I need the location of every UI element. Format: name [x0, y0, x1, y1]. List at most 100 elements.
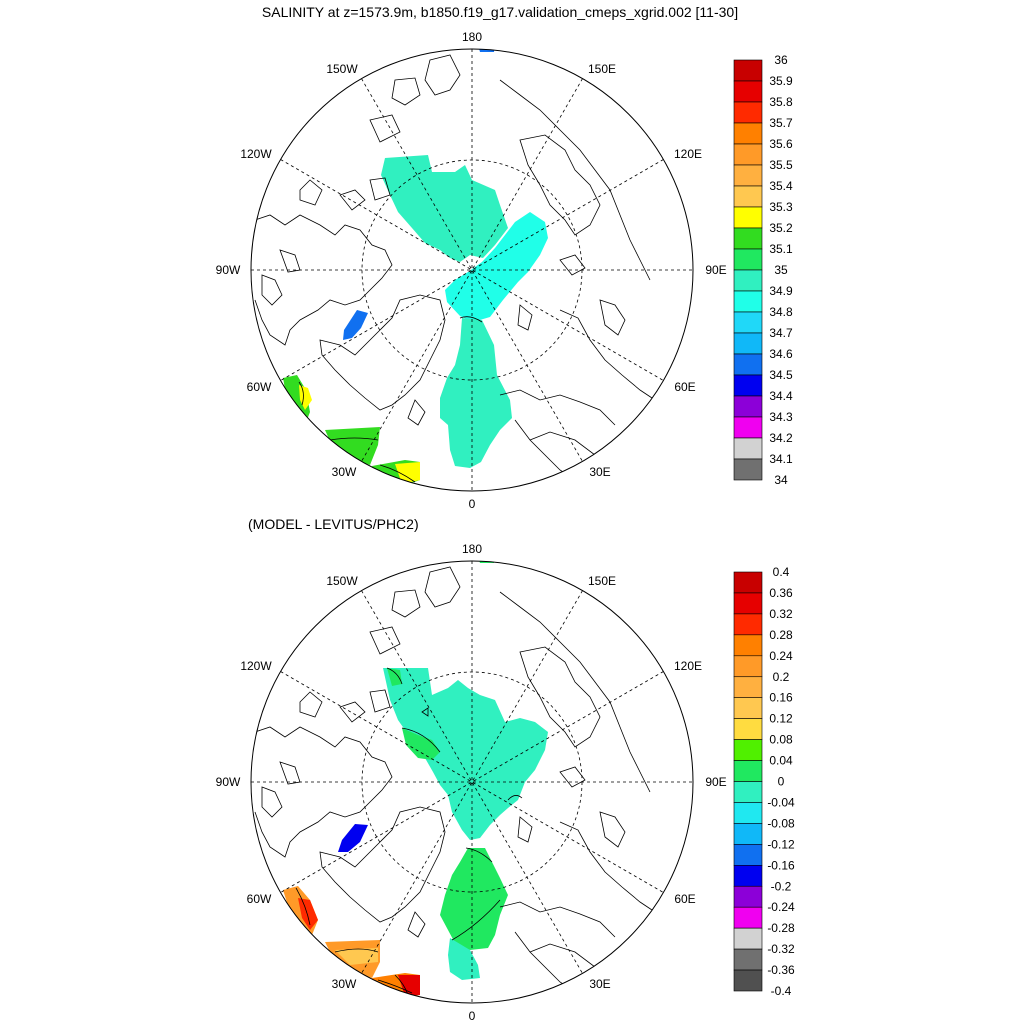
colorbar-swatch	[733, 437, 763, 460]
colorbar-swatch	[733, 697, 763, 719]
colorbar-tick-label: 35.8	[769, 95, 793, 109]
region-canada-basin-patch	[402, 728, 440, 760]
colorbar-tick-label: 0	[778, 775, 785, 789]
colorbar-swatch	[733, 760, 763, 782]
lon-label-120e: 120E	[674, 659, 702, 673]
colorbar-tick-label: 0.4	[773, 565, 790, 579]
map-1-longitude-labels: 180 150E 120E 90E 60E 30E 0 30W 60W 90W …	[216, 30, 727, 511]
colorbar-swatch	[733, 80, 763, 103]
colorbar-tick-label: 34.5	[769, 368, 793, 382]
colorbar-tick-label: -0.4	[771, 984, 792, 998]
colorbar-swatch	[733, 676, 763, 699]
map-2-longitude-labels: 180 150E 120E 90E 60E 30E 0 30W 60W 90W …	[216, 542, 727, 1023]
region-baffin-bay-diff	[338, 824, 368, 852]
colorbar-swatch	[733, 290, 763, 313]
colorbar-swatch	[733, 332, 763, 355]
colorbar-swatch	[733, 122, 763, 145]
colorbar-tick-label: 35.3	[769, 200, 793, 214]
region-arctic-basin-siberia-side	[445, 212, 548, 322]
lon-label-120e: 120E	[674, 147, 702, 161]
colorbar-tick-label: 0.08	[769, 733, 793, 747]
region-baffin-bay	[343, 310, 368, 340]
lon-label-60e: 60E	[674, 892, 695, 906]
colorbar-tick-label: 0.24	[769, 649, 793, 663]
colorbar-swatch	[733, 248, 763, 271]
lon-label-0: 0	[469, 497, 476, 511]
colorbar-swatch	[733, 969, 763, 992]
lon-label-150e: 150E	[588, 574, 616, 588]
region-labrador-red	[298, 898, 318, 930]
lon-label-90w: 90W	[216, 263, 241, 277]
colorbar-swatch	[733, 101, 763, 124]
colorbar-tick-label: -0.04	[767, 795, 795, 809]
lon-label-120w: 120W	[240, 147, 272, 161]
region-canada-basin-patch-2	[387, 668, 402, 686]
colorbar-tick-label: -0.16	[767, 858, 795, 872]
colorbar-tick-label: 34.8	[769, 305, 793, 319]
colorbar-swatch	[733, 164, 763, 187]
colorbar-swatch	[733, 739, 763, 761]
region-nordic-seas-diff	[440, 848, 508, 950]
colorbar-tick-label: -0.08	[767, 816, 795, 830]
lon-label-180: 180	[462, 30, 482, 44]
colorbar-swatch	[733, 948, 763, 971]
colorbar-tick-label: -0.24	[767, 900, 795, 914]
contour-line-nordic	[459, 316, 483, 323]
colorbar-swatch	[733, 269, 763, 292]
colorbar-swatch	[733, 311, 763, 334]
colorbar-swatch	[733, 395, 763, 418]
lon-label-60w: 60W	[247, 892, 272, 906]
colorbar-tick-label: -0.32	[767, 942, 795, 956]
lon-label-150e: 150E	[588, 62, 616, 76]
colorbar-difference: 0.4 0.36 0.32 0.28 0.24 0.2 0.16 0.12 0.08 0.04 0 -…	[733, 565, 795, 998]
lon-label-30e: 30E	[589, 465, 610, 479]
lon-label-60w: 60W	[247, 380, 272, 394]
colorbar-tick-label: 35.6	[769, 137, 793, 151]
colorbar-swatch	[733, 571, 763, 594]
lon-label-60e: 60E	[674, 380, 695, 394]
colorbar-tick-label: 35.9	[769, 74, 793, 88]
colorbar-tick-label: 35.1	[769, 242, 793, 256]
map-2-gridlines	[251, 561, 693, 1003]
colorbar-tick-label: 0.28	[769, 628, 793, 642]
colorbar-tick-label: 35.7	[769, 116, 793, 130]
lon-label-90e: 90E	[705, 775, 726, 789]
panel-1-title: SALINITY at z=1573.9m, b1850.f19_g17.val…	[262, 4, 738, 20]
colorbar-tick-label: 34.6	[769, 347, 793, 361]
colorbar-tick-label: 34	[774, 473, 788, 487]
panel-salinity: SALINITY at z=1573.9m, b1850.f19_g17.val…	[216, 4, 793, 511]
colorbar-swatch	[733, 416, 763, 439]
colorbar-tick-label: 35.5	[769, 158, 793, 172]
lon-label-90w: 90W	[216, 775, 241, 789]
lon-label-0: 0	[469, 1009, 476, 1023]
colorbar-swatch	[733, 592, 763, 615]
region-bering-strait	[478, 49, 495, 52]
colorbar-swatch	[733, 906, 763, 929]
contour-line-labrador	[298, 381, 304, 406]
lon-label-90e: 90E	[705, 263, 726, 277]
colorbar-swatch	[733, 185, 763, 208]
colorbar-swatch	[733, 802, 763, 824]
lon-label-30e: 30E	[589, 977, 610, 991]
colorbar-swatch	[733, 613, 763, 636]
map-2-field	[254, 561, 656, 1003]
colorbar-swatch	[733, 781, 763, 803]
colorbar-tick-label: -0.28	[767, 921, 795, 935]
colorbar-swatch	[733, 227, 763, 250]
colorbar-tick-label: 34.2	[769, 431, 793, 445]
map-1-field	[254, 49, 656, 491]
region-north-atlantic-diff-red	[398, 975, 420, 996]
colorbar-swatch	[733, 655, 763, 678]
colorbar-swatch	[733, 206, 763, 229]
colorbar-tick-label: 34.7	[769, 326, 793, 340]
colorbar-swatch	[733, 718, 763, 740]
colorbar-swatch	[733, 374, 763, 397]
lon-label-150w: 150W	[326, 574, 358, 588]
colorbar-tick-label: 34.9	[769, 284, 793, 298]
colorbar-tick-label: 35.4	[769, 179, 793, 193]
colorbar-tick-label: 36	[774, 53, 788, 67]
map-1-gridlines	[251, 49, 693, 491]
colorbar-tick-label: -0.36	[767, 963, 795, 977]
colorbar-tick-label: 0.16	[769, 691, 793, 705]
